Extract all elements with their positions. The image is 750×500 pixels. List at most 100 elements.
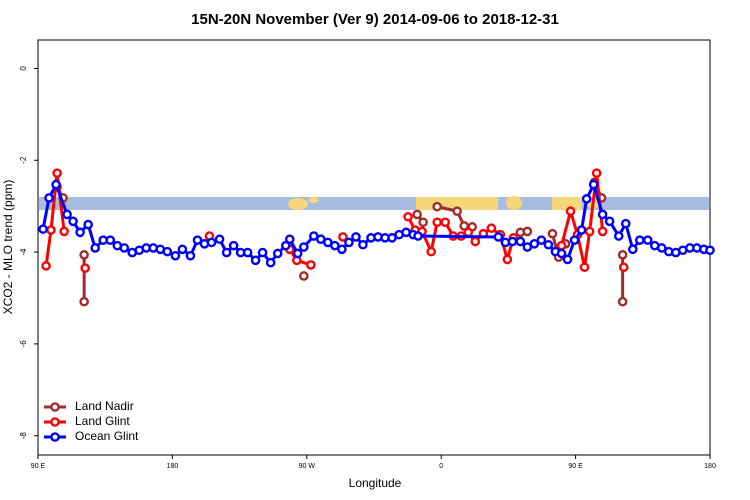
data-point	[576, 225, 587, 235]
data-point	[547, 228, 558, 239]
data-point	[562, 254, 573, 265]
data-point	[170, 250, 181, 261]
data-point	[426, 246, 436, 257]
data-point	[330, 240, 340, 251]
data-point	[79, 296, 89, 307]
data-point	[440, 217, 451, 228]
data-point	[604, 216, 615, 227]
data-point	[617, 296, 628, 307]
legend-marker	[50, 417, 60, 427]
data-point	[242, 247, 253, 258]
data-point	[80, 263, 90, 273]
data-point	[51, 179, 61, 190]
data-point	[162, 246, 173, 257]
data-point	[119, 243, 130, 253]
data-point	[299, 242, 309, 252]
data-point	[705, 245, 715, 256]
data-point	[105, 235, 116, 245]
data-point	[299, 271, 309, 281]
data-point	[44, 193, 54, 203]
data-point	[59, 226, 69, 237]
map-strip	[39, 196, 709, 210]
data-point	[75, 227, 85, 238]
data-point	[536, 235, 547, 245]
data-point	[265, 257, 276, 268]
y-tick-label: -6	[19, 340, 28, 348]
data-point	[620, 218, 631, 229]
x-tick-label: 90 E	[31, 463, 46, 470]
data-point	[613, 231, 624, 241]
data-point	[214, 234, 225, 245]
data-point	[403, 211, 413, 222]
data-point	[569, 235, 580, 245]
data-point	[656, 243, 667, 253]
data-point	[206, 237, 217, 248]
data-point	[413, 231, 423, 241]
data-point	[543, 239, 554, 250]
data-point	[452, 206, 462, 217]
data-point	[470, 236, 481, 247]
x-tick-label: 180	[704, 463, 716, 470]
data-point	[38, 224, 48, 234]
data-point	[432, 217, 442, 228]
data-point	[338, 232, 348, 242]
data-point	[90, 243, 100, 253]
data-point	[502, 254, 513, 265]
data-point	[617, 250, 628, 260]
data-point	[280, 240, 291, 251]
y-tick-label: 0	[19, 66, 28, 71]
data-point	[418, 217, 428, 228]
y-tick-label: -2	[19, 156, 28, 164]
data-point	[192, 235, 203, 245]
data-point	[597, 226, 608, 237]
data-point	[228, 240, 239, 251]
data-point	[565, 206, 576, 217]
data-point	[257, 247, 268, 258]
y-tick-label: -4	[19, 248, 28, 256]
data-point	[507, 236, 518, 247]
data-point	[635, 235, 645, 245]
legend-marker	[50, 402, 60, 412]
chart-title: 15N-20N November (Ver 9) 2014-09-06 to 2…	[191, 11, 559, 28]
data-point	[358, 239, 368, 250]
data-point	[493, 232, 504, 242]
data-point	[41, 261, 51, 271]
legend-marker	[50, 432, 60, 442]
data-point	[627, 244, 638, 255]
data-point	[618, 262, 629, 273]
data-point	[556, 248, 567, 259]
data-point	[597, 209, 608, 220]
data-point	[83, 219, 93, 230]
data-point	[62, 209, 72, 220]
data-point	[642, 235, 653, 245]
y-axis-label: XCO2 - MLO trend (ppm)	[1, 180, 15, 315]
x-tick-label: 90 E	[568, 463, 583, 470]
data-point	[463, 227, 474, 238]
data-point	[581, 194, 592, 204]
data-point	[515, 236, 526, 247]
data-point	[556, 240, 567, 251]
legend-label: Land Glint	[75, 414, 130, 428]
x-axis-label: Longitude	[349, 476, 402, 490]
data-point	[46, 225, 56, 235]
y-tick-label: -8	[19, 432, 28, 440]
data-point	[185, 250, 196, 261]
data-point	[250, 255, 261, 266]
data-point	[579, 262, 590, 273]
data-point	[337, 244, 347, 255]
data-point	[432, 201, 442, 212]
data-point	[292, 248, 303, 259]
data-point	[588, 179, 599, 190]
data-point	[344, 237, 354, 248]
data-point	[272, 248, 283, 259]
data-point	[412, 209, 422, 220]
data-point	[177, 244, 188, 255]
x-tick-label: 90 W	[299, 463, 316, 470]
data-point	[306, 260, 316, 270]
data-point	[522, 226, 533, 237]
data-point	[68, 216, 78, 227]
legend-label: Land Nadir	[75, 399, 134, 413]
data-point	[529, 239, 540, 249]
data-point	[52, 168, 62, 178]
